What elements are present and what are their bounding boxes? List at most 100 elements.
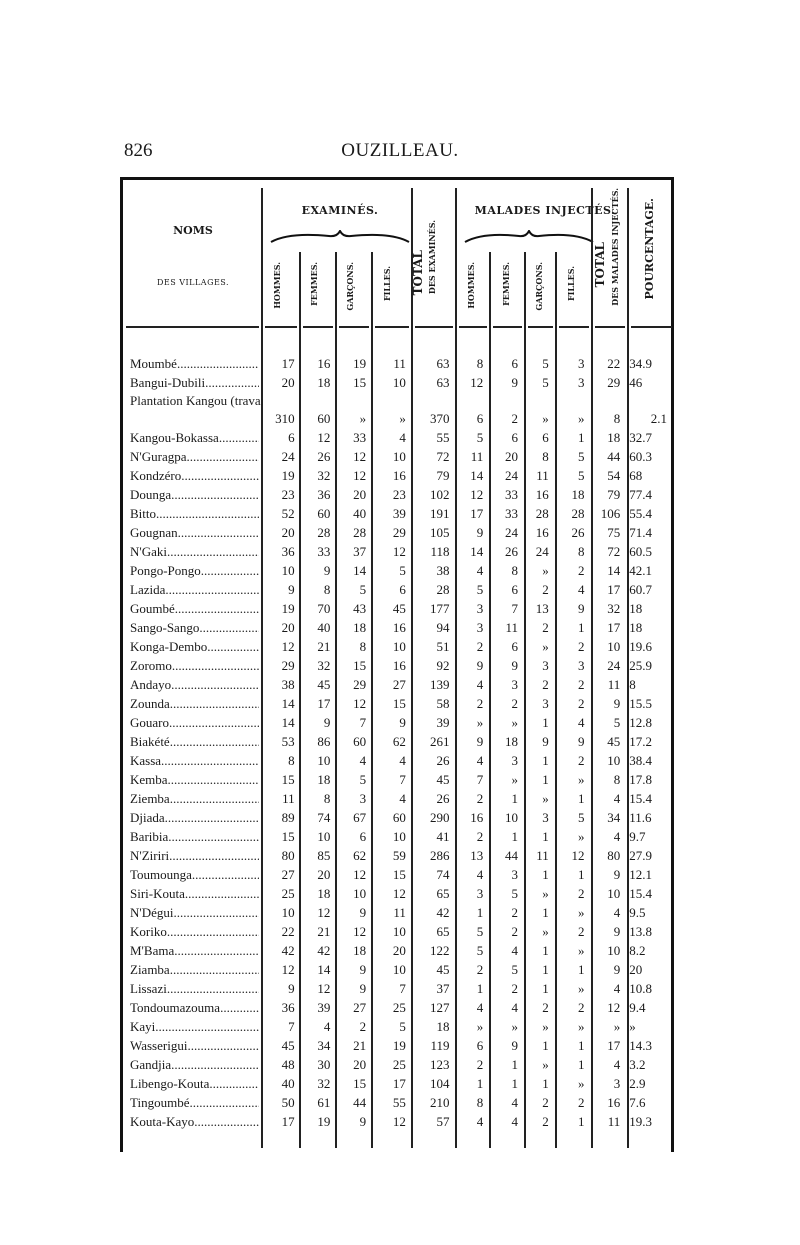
garcons-cell: 21 bbox=[353, 1038, 367, 1053]
filles-cell: 45 bbox=[392, 601, 406, 616]
header-malades-hommes: HOMMES. bbox=[466, 262, 476, 309]
header-examines: EXAMINÉS. bbox=[301, 204, 379, 217]
total-examines-cell: 37 bbox=[436, 981, 450, 996]
village-name-text: M'Bama bbox=[130, 943, 175, 958]
village-name-text: Pongo-Pongo bbox=[130, 563, 201, 578]
malades-garcons-cell: » bbox=[542, 791, 549, 806]
malades-hommes-cell: 8 bbox=[476, 1095, 484, 1110]
pourcentage-cell: 9.5 bbox=[629, 905, 646, 920]
hommes-cell: 52 bbox=[281, 506, 295, 521]
malades-filles-cell: 2 bbox=[578, 696, 585, 711]
dot-leader: ........................................ bbox=[181, 468, 259, 483]
dot-leader: ........................................ bbox=[174, 943, 259, 958]
malades-filles-cell: 1 bbox=[578, 1114, 585, 1129]
hommes-cell: 8 bbox=[288, 753, 295, 768]
pourcentage-cell: 20 bbox=[629, 962, 643, 977]
header-total: TOTAL bbox=[411, 250, 425, 296]
malades-filles-cell: 12 bbox=[571, 848, 585, 863]
total-examines-cell: 290 bbox=[430, 810, 450, 825]
table-row: Bangui-Dubili...........................… bbox=[123, 373, 671, 392]
malades-hommes-cell: 2 bbox=[476, 696, 484, 711]
village-name-text: Kassa bbox=[130, 753, 162, 768]
village-name: N'Gaki..................................… bbox=[123, 542, 261, 561]
pourcentage-cell: 11.6 bbox=[629, 810, 652, 825]
malades-hommes-cell: 1 bbox=[476, 1076, 484, 1091]
table-row: Pongo-Pongo.............................… bbox=[123, 561, 671, 580]
table-row: Tingoumbé...............................… bbox=[123, 1093, 671, 1112]
femmes-cell: 34 bbox=[317, 1038, 331, 1053]
garcons-cell: 20 bbox=[353, 1057, 367, 1072]
dot-leader: ........................................ bbox=[168, 829, 259, 844]
malades-hommes-cell: 16 bbox=[470, 810, 484, 825]
hommes-cell: 12 bbox=[281, 639, 295, 654]
header-rule bbox=[631, 326, 672, 328]
total-malades-cell: 22 bbox=[607, 356, 621, 371]
dot-leader: ........................................ bbox=[184, 886, 259, 901]
total-examines-cell: 63 bbox=[436, 356, 450, 371]
running-head: OUZILLEAU. bbox=[341, 140, 459, 161]
pourcentage-cell: 8.2 bbox=[629, 943, 646, 958]
table-row: Koriko..................................… bbox=[123, 922, 671, 941]
brace-examines bbox=[270, 230, 410, 243]
village-name-text: Tondoumazouma bbox=[130, 1000, 221, 1015]
header-rule bbox=[528, 326, 553, 328]
village-name-text: N'Gaki bbox=[130, 544, 168, 559]
table-row: Goumbé..................................… bbox=[123, 599, 671, 618]
malades-hommes-cell: 3 bbox=[476, 886, 484, 901]
table-row: Zounda..................................… bbox=[123, 694, 671, 713]
village-name: Tingoumbé...............................… bbox=[123, 1093, 261, 1112]
femmes-cell: 45 bbox=[317, 677, 331, 692]
table-row: Gougnan.................................… bbox=[123, 523, 671, 542]
filles-cell: 15 bbox=[392, 696, 406, 711]
filles-cell: 10 bbox=[392, 449, 406, 464]
total-examines-cell: 286 bbox=[430, 848, 450, 863]
garcons-cell: 9 bbox=[359, 1114, 367, 1129]
hommes-cell: 80 bbox=[281, 848, 295, 863]
filles-cell: 5 bbox=[399, 1019, 406, 1034]
total-malades-cell: 80 bbox=[607, 848, 621, 863]
hommes-cell: 48 bbox=[281, 1057, 295, 1072]
femmes-cell: 60 bbox=[317, 506, 331, 521]
pourcentage-cell: 7.6 bbox=[629, 1095, 646, 1110]
village-name: Ziamba..................................… bbox=[123, 960, 261, 979]
total-examines-cell: 177 bbox=[430, 601, 450, 616]
femmes-cell: 12 bbox=[317, 981, 331, 996]
total-malades-cell: 106 bbox=[600, 506, 621, 521]
filles-cell: 12 bbox=[392, 886, 406, 901]
dot-leader: ........................................ bbox=[209, 1076, 259, 1091]
filles-cell: 25 bbox=[392, 1057, 406, 1072]
malades-garcons-cell: » bbox=[542, 411, 549, 426]
malades-garcons-cell: 6 bbox=[542, 430, 549, 445]
garcons-cell: » bbox=[359, 411, 367, 426]
brace-malades bbox=[464, 230, 594, 243]
total-malades-cell: 4 bbox=[613, 829, 621, 844]
garcons-cell: 2 bbox=[359, 1019, 367, 1034]
village-name: Tondoumazouma...........................… bbox=[123, 998, 261, 1017]
village-name: Kassa...................................… bbox=[123, 751, 261, 770]
pourcentage-cell: 18 bbox=[629, 601, 643, 616]
malades-femmes-cell: 7 bbox=[511, 601, 519, 616]
filles-cell: » bbox=[399, 411, 406, 426]
village-name: N'Dégui.................................… bbox=[123, 903, 261, 922]
village-name-text: Bitto bbox=[130, 506, 157, 521]
dot-leader: ........................................ bbox=[155, 1019, 259, 1034]
pourcentage-cell: 12.1 bbox=[629, 867, 653, 882]
malades-femmes-cell: 2 bbox=[511, 696, 519, 711]
femmes-cell: 40 bbox=[317, 620, 331, 635]
malades-hommes-cell: 1 bbox=[476, 905, 484, 920]
filles-cell: 60 bbox=[392, 810, 406, 825]
header-malades-injectes: MALADES INJECTÉS. bbox=[474, 204, 616, 217]
hommes-cell: 10 bbox=[281, 905, 295, 920]
village-name-text: Siri-Kouta bbox=[130, 886, 185, 901]
table-row: Ziemba..................................… bbox=[123, 789, 671, 808]
pourcentage-cell: 46 bbox=[629, 375, 643, 390]
total-examines-cell: 104 bbox=[430, 1076, 450, 1091]
table-row: Lissazi.................................… bbox=[123, 979, 671, 998]
filles-cell: 16 bbox=[392, 620, 406, 635]
total-malades-cell: 9 bbox=[613, 696, 621, 711]
malades-garcons-cell: 5 bbox=[542, 356, 549, 371]
malades-garcons-cell: 2 bbox=[542, 1095, 549, 1110]
malades-hommes-cell: 8 bbox=[476, 356, 484, 371]
hommes-cell: 10 bbox=[281, 563, 295, 578]
table-row: Sango-Sango.............................… bbox=[123, 618, 671, 637]
